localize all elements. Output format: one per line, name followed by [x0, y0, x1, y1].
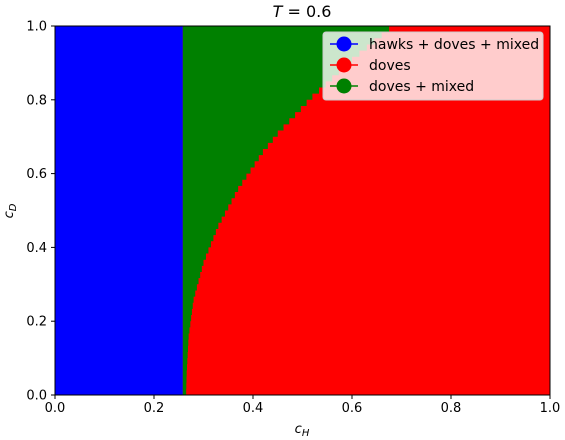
y-axis-label: cD — [2, 203, 19, 218]
legend-marker — [336, 78, 352, 94]
y-tick-label: 0.8 — [26, 93, 47, 108]
y-tick-label: 1.0 — [26, 20, 47, 35]
y-axis-label-main: c — [2, 211, 17, 218]
y-tick-label: 0.0 — [26, 389, 47, 404]
title-variable: T — [273, 2, 284, 21]
legend-label: doves — [369, 58, 411, 74]
legend-marker — [336, 57, 352, 73]
y-tick-label: 0.6 — [26, 167, 47, 182]
axes-frame — [54, 25, 551, 396]
y-axis: 0.0 0.2 0.4 0.6 0.8 1.0 — [26, 20, 55, 404]
title-value: = 0.6 — [282, 2, 331, 21]
x-tick-label: 0.0 — [45, 401, 66, 416]
y-tick-label: 0.4 — [26, 241, 47, 256]
x-tick-label: 0.8 — [441, 401, 462, 416]
x-tick-label: 0.2 — [144, 401, 165, 416]
y-tick-label: 0.2 — [26, 315, 47, 330]
x-axis-label-main: c — [295, 422, 302, 437]
legend: hawks + doves + mixed doves doves + mixed — [322, 31, 544, 101]
region-doves-mixed — [182, 26, 397, 395]
x-axis-label-sub: H — [302, 428, 310, 439]
legend-label: hawks + doves + mixed — [369, 37, 539, 53]
legend-label: doves + mixed — [369, 79, 474, 95]
y-axis-label-sub: D — [8, 203, 19, 211]
x-axis: 0.0 0.2 0.4 0.6 0.8 1.0 — [45, 395, 561, 416]
legend-box — [322, 31, 544, 101]
chart-title: T = 0.6 — [273, 2, 332, 21]
x-tick-label: 1.0 — [540, 401, 561, 416]
x-axis-label: cH — [295, 422, 310, 439]
region-hawks-doves-mixed — [55, 26, 183, 395]
x-tick-label: 0.4 — [243, 401, 264, 416]
legend-marker — [336, 36, 352, 52]
x-tick-label: 0.6 — [342, 401, 363, 416]
